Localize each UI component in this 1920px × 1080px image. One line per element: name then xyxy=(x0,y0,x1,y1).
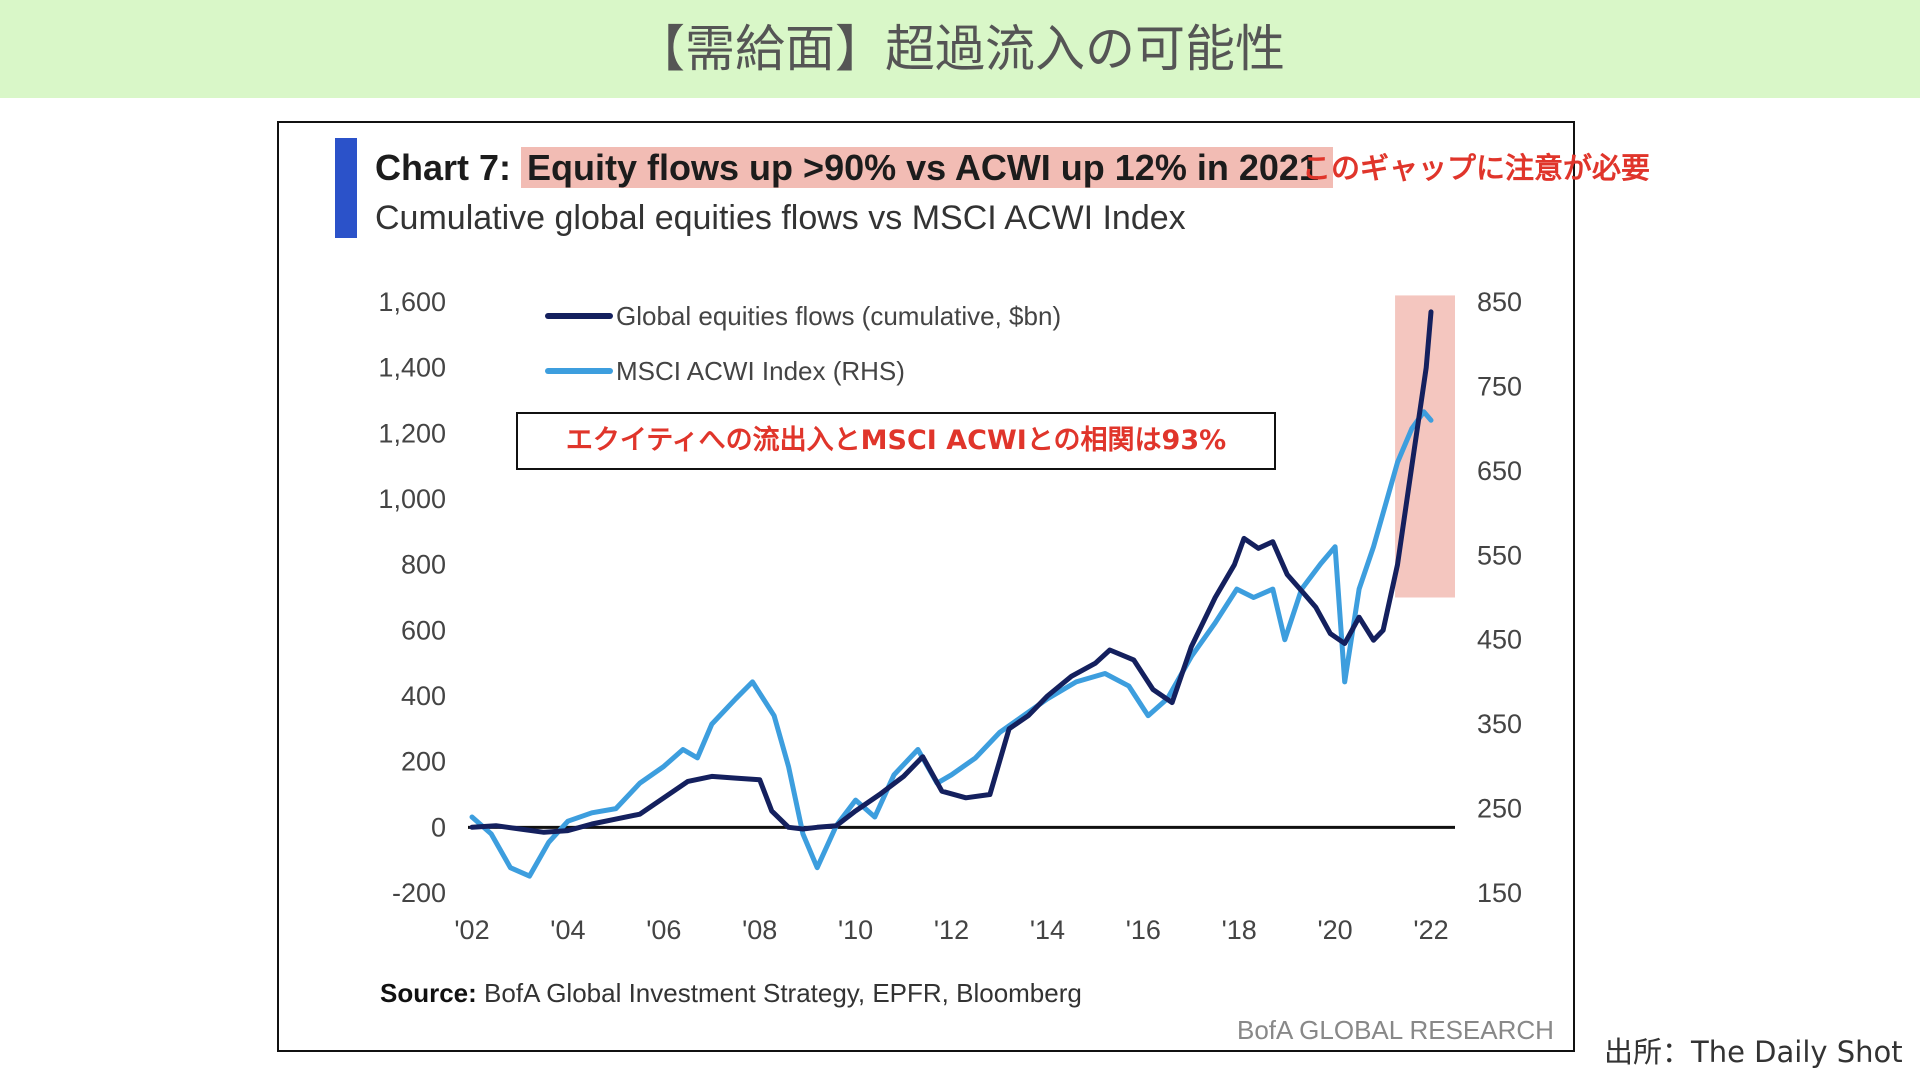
y-right-tick-label: 450 xyxy=(1477,625,1522,655)
chart-title-highlight: Equity flows up >90% vs ACWI up 12% in 2… xyxy=(521,147,1333,188)
chart-subtitle: Cumulative global equities flows vs MSCI… xyxy=(375,199,1186,237)
x-tick-label: '16 xyxy=(1126,915,1161,945)
credit-line: 出所：The Daily Shot xyxy=(1604,1035,1903,1069)
y-left-tick-label: -200 xyxy=(392,878,446,908)
x-tick-label: '10 xyxy=(838,915,873,945)
title-banner xyxy=(0,0,1920,98)
y-left-tick-label: 1,000 xyxy=(378,484,446,514)
x-tick-label: '12 xyxy=(934,915,969,945)
flows-series-line xyxy=(469,309,1434,835)
source-text: BofA Global Investment Strategy, EPFR, B… xyxy=(484,978,1082,1008)
x-tick-label: '04 xyxy=(550,915,585,945)
y-right-tick-label: 350 xyxy=(1477,709,1522,739)
y-left-tick-label: 400 xyxy=(401,681,446,711)
y-right-tick-label: 550 xyxy=(1477,540,1522,570)
x-tick-label: '14 xyxy=(1030,915,1065,945)
chart-title-prefix: Chart 7: xyxy=(375,147,512,188)
y-right-tick-label: 650 xyxy=(1477,456,1522,486)
y-left-tick-label: 1,200 xyxy=(378,418,446,448)
y-right-tick-label: 150 xyxy=(1477,878,1522,908)
correlation-annotation: エクイティへの流出入とMSCI ACWIとの相関は93% xyxy=(516,412,1276,470)
y-right-tick-label: 250 xyxy=(1477,794,1522,824)
page-title: 【需給面】超過流入の可能性 xyxy=(635,20,1285,78)
x-tick-label: '02 xyxy=(454,915,489,945)
y-right-tick-label: 850 xyxy=(1477,287,1522,317)
x-tick-label: '18 xyxy=(1222,915,1257,945)
title-accent-bar xyxy=(335,138,357,238)
legend-entry: Global equities flows (cumulative, $bn) xyxy=(616,301,1061,331)
x-tick-label: '20 xyxy=(1318,915,1353,945)
x-tick-label: '06 xyxy=(646,915,681,945)
index-series-line xyxy=(469,409,1434,879)
y-left-tick-label: 0 xyxy=(431,812,446,842)
y-left-tick-label: 200 xyxy=(401,747,446,777)
x-tick-label: '22 xyxy=(1413,915,1448,945)
y-left-tick-label: 1,600 xyxy=(378,287,446,317)
chart-title: Chart 7: Equity flows up >90% vs ACWI up… xyxy=(375,140,1333,196)
y-right-tick-label: 750 xyxy=(1477,371,1522,401)
brand-label: BofA GLOBAL RESEARCH xyxy=(1237,1015,1554,1045)
y-left-tick-label: 800 xyxy=(401,550,446,580)
gap-annotation: このギャップに注意が必要 xyxy=(1302,151,1651,185)
source-label: Source: xyxy=(380,978,477,1008)
legend-entry: MSCI ACWI Index (RHS) xyxy=(616,356,905,386)
y-left-tick-label: 1,400 xyxy=(378,353,446,383)
y-left-tick-label: 600 xyxy=(401,615,446,645)
source-line: Source: BofA Global Investment Strategy,… xyxy=(380,975,1082,1011)
chart-frame xyxy=(277,121,1575,1052)
x-tick-label: '08 xyxy=(742,915,777,945)
